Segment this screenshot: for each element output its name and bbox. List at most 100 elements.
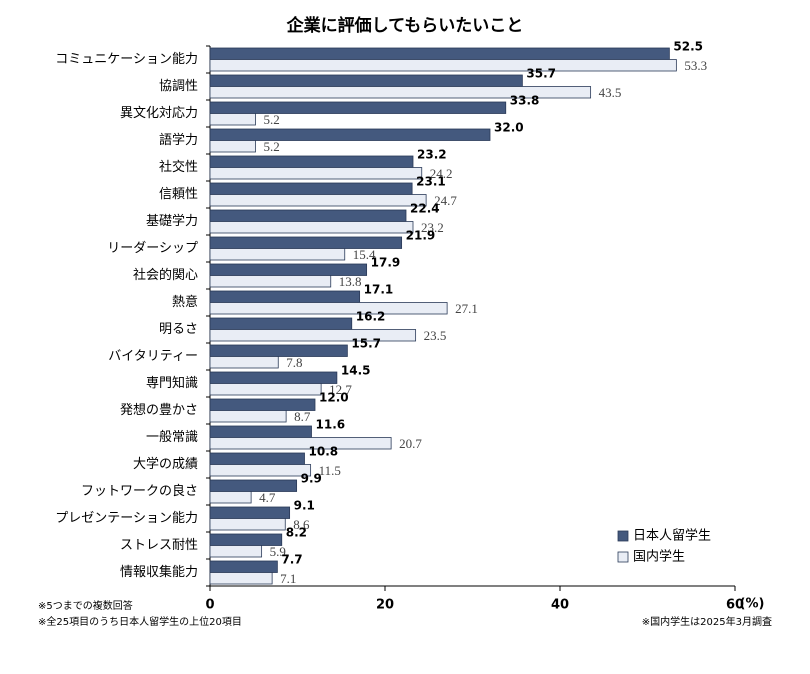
bar <box>209 452 305 465</box>
value-label: 7.7 <box>281 553 302 567</box>
bar <box>209 464 312 477</box>
value-label: 27.1 <box>455 301 478 316</box>
chart-title: 企業に評価してもらいたいこと <box>286 15 524 36</box>
bar <box>209 329 417 342</box>
note: ※5つまでの複数回答 <box>38 599 133 612</box>
x-tick-label: 0 <box>205 598 214 613</box>
value-label: 12.0 <box>319 391 349 405</box>
value-label: 5.9 <box>270 544 286 559</box>
bar <box>209 209 407 222</box>
bar <box>209 140 256 153</box>
y-tick-label: ストレス耐性 <box>120 538 198 553</box>
y-tick-label: 熱意 <box>172 294 198 310</box>
y-tick-label: 明るさ <box>159 322 198 337</box>
value-label: 11.6 <box>316 418 346 432</box>
y-tick-label: 信頼性 <box>159 187 198 202</box>
y-tick-label: プレゼンテーション能力 <box>55 511 198 526</box>
bar <box>209 128 491 141</box>
y-tick-label: 社交性 <box>159 159 198 175</box>
value-label: 21.9 <box>406 229 436 243</box>
bar <box>209 545 263 558</box>
bar <box>209 317 353 330</box>
value-label: 23.2 <box>421 220 444 235</box>
value-label: 35.7 <box>526 67 556 81</box>
y-tick-label: 専門知識 <box>146 375 198 391</box>
value-label: 5.2 <box>264 139 280 154</box>
note: ※全25項目のうち日本人留学生の上位20項目 <box>38 615 242 628</box>
value-label: 23.5 <box>424 328 447 343</box>
x-axis-label: (%) <box>740 597 765 612</box>
value-label: 9.9 <box>301 472 322 486</box>
value-label: 24.2 <box>430 166 453 181</box>
bar <box>209 113 256 126</box>
bar <box>209 47 670 60</box>
bar <box>209 101 507 114</box>
value-label: 4.7 <box>259 490 276 505</box>
y-tick-label: 協調性 <box>159 79 198 94</box>
x-tick-label: 40 <box>551 598 569 613</box>
bar <box>209 275 332 288</box>
value-label: 17.1 <box>364 283 394 297</box>
legend-label: 日本人留学生 <box>633 528 711 544</box>
y-tick-label: 一般常識 <box>146 429 198 445</box>
y-tick-label: バイタリティー <box>108 349 198 364</box>
value-label: 14.5 <box>341 364 371 378</box>
note: ※国内学生は2025年3月調査 <box>642 615 772 628</box>
bar <box>209 290 361 303</box>
value-label: 22.4 <box>410 202 440 216</box>
bar <box>209 194 427 207</box>
y-tick-label: 情報収集能力 <box>120 564 198 580</box>
bar <box>209 182 413 195</box>
value-label: 20.7 <box>399 436 422 451</box>
value-label: 12.7 <box>329 382 352 397</box>
value-label: 8.7 <box>294 409 311 424</box>
y-tick-label: フットワークの良さ <box>81 483 198 499</box>
value-label: 15.4 <box>353 247 376 262</box>
value-label: 23.1 <box>416 175 446 189</box>
value-label: 8.2 <box>286 526 307 540</box>
bar <box>209 302 448 315</box>
bar <box>209 572 273 585</box>
bar <box>209 74 523 87</box>
y-tick-label: コミュニケーション能力 <box>55 52 198 67</box>
bar <box>209 371 338 384</box>
legend-swatch <box>617 530 629 542</box>
value-label: 17.9 <box>371 256 401 270</box>
bar <box>209 410 287 423</box>
bar <box>209 479 298 492</box>
y-tick-label: リーダーシップ <box>107 241 198 256</box>
value-label: 16.2 <box>356 310 386 324</box>
value-label: 52.5 <box>673 40 703 54</box>
bar <box>209 560 278 573</box>
bar <box>209 356 279 369</box>
bar <box>209 437 392 450</box>
bar <box>209 383 322 396</box>
y-tick-label: 大学の成績 <box>133 456 198 472</box>
value-label: 24.7 <box>434 193 457 208</box>
bar <box>209 425 312 438</box>
value-label: 32.0 <box>494 121 524 135</box>
value-label: 33.8 <box>510 94 540 108</box>
y-tick-label: 基礎学力 <box>146 213 198 229</box>
y-tick-label: 発想の豊かさ <box>120 402 198 418</box>
value-label: 43.5 <box>599 85 622 100</box>
y-tick-label: 社会的関心 <box>133 267 198 283</box>
x-tick-label: 20 <box>376 598 394 613</box>
legend-label: 国内学生 <box>633 549 685 565</box>
legend-swatch <box>617 551 629 563</box>
value-label: 9.1 <box>294 499 315 513</box>
bar <box>209 221 414 234</box>
bar <box>209 86 592 99</box>
bar <box>209 344 348 357</box>
y-tick-label: 語学力 <box>159 132 198 148</box>
bar <box>209 167 423 180</box>
value-label: 53.3 <box>684 58 707 73</box>
value-label: 10.8 <box>309 445 339 459</box>
value-label: 11.5 <box>319 463 341 478</box>
value-label: 5.2 <box>264 112 280 127</box>
bar <box>209 518 286 531</box>
value-label: 13.8 <box>339 274 362 289</box>
bar <box>209 506 291 519</box>
bar <box>209 491 252 504</box>
